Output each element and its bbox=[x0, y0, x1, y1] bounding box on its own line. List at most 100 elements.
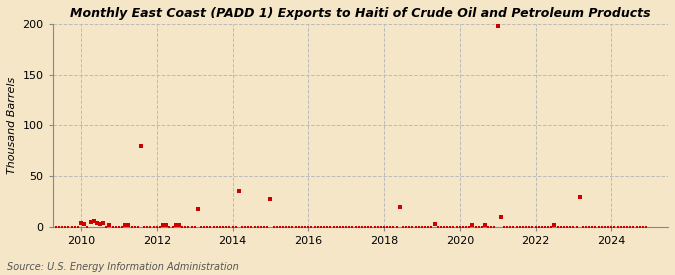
Point bbox=[641, 225, 651, 229]
Point bbox=[246, 225, 257, 229]
Point bbox=[451, 225, 462, 229]
Point bbox=[66, 225, 77, 229]
Point bbox=[499, 225, 510, 229]
Point bbox=[117, 225, 128, 229]
Point bbox=[281, 225, 292, 229]
Point bbox=[158, 223, 169, 227]
Point bbox=[252, 225, 263, 229]
Point bbox=[448, 225, 459, 229]
Point bbox=[161, 223, 171, 227]
Point bbox=[211, 225, 222, 229]
Point bbox=[145, 225, 156, 229]
Point bbox=[113, 225, 124, 229]
Point bbox=[82, 225, 92, 229]
Point bbox=[259, 225, 269, 229]
Point bbox=[249, 225, 260, 229]
Point bbox=[208, 225, 219, 229]
Point bbox=[606, 225, 617, 229]
Point bbox=[354, 225, 364, 229]
Point bbox=[432, 225, 443, 229]
Point bbox=[439, 225, 450, 229]
Point bbox=[237, 225, 248, 229]
Point bbox=[527, 225, 538, 229]
Point bbox=[183, 225, 194, 229]
Point bbox=[202, 225, 213, 229]
Point bbox=[189, 225, 200, 229]
Point bbox=[398, 225, 408, 229]
Point bbox=[552, 225, 563, 229]
Point bbox=[530, 225, 541, 229]
Point bbox=[360, 225, 371, 229]
Point bbox=[511, 225, 522, 229]
Point bbox=[57, 225, 68, 229]
Point bbox=[88, 219, 99, 223]
Point bbox=[284, 225, 295, 229]
Point bbox=[334, 225, 345, 229]
Point bbox=[271, 225, 282, 229]
Point bbox=[294, 225, 304, 229]
Point bbox=[322, 225, 333, 229]
Point bbox=[568, 225, 578, 229]
Point bbox=[132, 225, 143, 229]
Point bbox=[571, 225, 582, 229]
Point bbox=[366, 225, 377, 229]
Point bbox=[350, 225, 361, 229]
Point bbox=[275, 225, 286, 229]
Point bbox=[590, 225, 601, 229]
Point bbox=[599, 225, 610, 229]
Point bbox=[385, 225, 396, 229]
Point bbox=[404, 225, 414, 229]
Point bbox=[63, 225, 74, 229]
Point bbox=[477, 225, 487, 229]
Point bbox=[72, 225, 83, 229]
Point bbox=[217, 225, 228, 229]
Point bbox=[420, 225, 431, 229]
Point bbox=[126, 225, 137, 229]
Point bbox=[546, 225, 557, 229]
Point bbox=[60, 225, 71, 229]
Point bbox=[215, 225, 225, 229]
Point bbox=[558, 225, 569, 229]
Point bbox=[637, 225, 648, 229]
Point bbox=[177, 225, 188, 229]
Point bbox=[426, 225, 437, 229]
Point bbox=[584, 225, 595, 229]
Point bbox=[256, 225, 267, 229]
Point bbox=[277, 225, 288, 229]
Point bbox=[413, 225, 424, 229]
Point bbox=[167, 225, 178, 229]
Point bbox=[151, 225, 162, 229]
Point bbox=[445, 225, 456, 229]
Point bbox=[423, 225, 433, 229]
Point bbox=[98, 221, 109, 225]
Point bbox=[221, 225, 232, 229]
Point bbox=[363, 225, 374, 229]
Point bbox=[155, 225, 165, 229]
Point bbox=[379, 225, 389, 229]
Point bbox=[454, 225, 465, 229]
Point bbox=[464, 225, 475, 229]
Point bbox=[315, 225, 326, 229]
Point bbox=[394, 205, 405, 209]
Point bbox=[101, 225, 112, 229]
Point bbox=[486, 225, 497, 229]
Point bbox=[164, 225, 175, 229]
Point bbox=[79, 222, 90, 226]
Point bbox=[587, 225, 598, 229]
Point bbox=[313, 225, 323, 229]
Point bbox=[265, 196, 276, 201]
Point bbox=[473, 225, 484, 229]
Point bbox=[369, 225, 380, 229]
Point bbox=[416, 225, 427, 229]
Point bbox=[230, 225, 241, 229]
Point bbox=[104, 223, 115, 227]
Point bbox=[300, 225, 310, 229]
Point bbox=[483, 225, 493, 229]
Point bbox=[341, 225, 352, 229]
Point bbox=[580, 225, 591, 229]
Point bbox=[401, 225, 412, 229]
Point bbox=[495, 215, 506, 219]
Point bbox=[492, 24, 503, 28]
Point bbox=[574, 194, 585, 199]
Y-axis label: Thousand Barrels: Thousand Barrels bbox=[7, 77, 17, 174]
